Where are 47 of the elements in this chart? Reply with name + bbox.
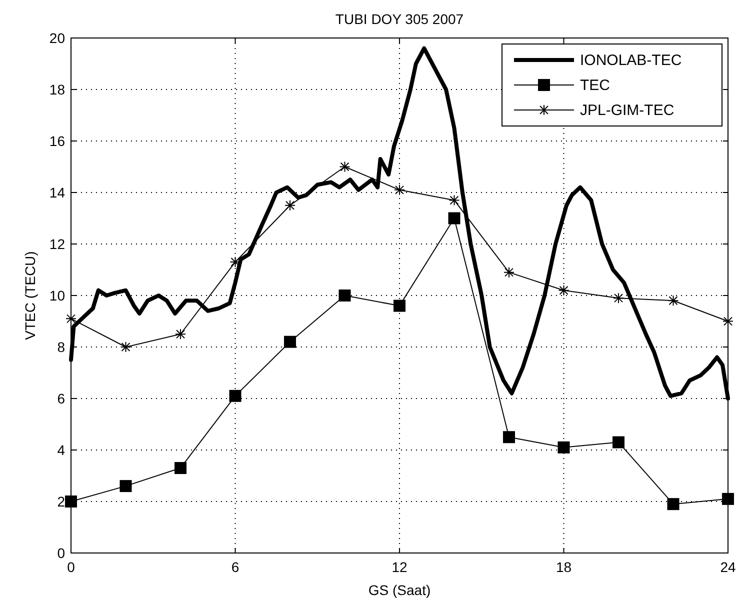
- y-tick-label: 4: [57, 442, 66, 458]
- chart-title: TUBI DOY 305 2007: [335, 11, 464, 27]
- y-tick-label: 2: [57, 494, 66, 510]
- point: [558, 284, 570, 296]
- legend-label: TEC: [580, 77, 610, 94]
- point: [394, 300, 406, 312]
- point: [722, 316, 734, 327]
- y-tick-label: 16: [49, 133, 66, 149]
- point: [284, 200, 296, 211]
- point: [503, 431, 515, 444]
- point: [613, 292, 624, 304]
- y-tick-label: 14: [49, 184, 66, 200]
- point: [174, 462, 186, 474]
- point: [612, 436, 624, 448]
- x-tick-label: 24: [720, 559, 736, 575]
- point: [65, 496, 77, 508]
- y-axis-title: VTEC (TECU): [22, 251, 38, 340]
- y-tick-label: 12: [49, 236, 66, 252]
- x-tick-label: 0: [67, 559, 76, 575]
- y-tick-label: 10: [49, 288, 66, 304]
- point: [120, 342, 132, 352]
- y-tick-label: 8: [57, 339, 66, 355]
- y-tick-label: 18: [49, 82, 66, 98]
- point: [394, 184, 405, 196]
- point: [339, 161, 350, 172]
- point: [66, 313, 76, 324]
- point: [338, 290, 351, 302]
- point: [558, 441, 570, 454]
- point: [284, 336, 296, 348]
- point: [667, 498, 680, 510]
- point: [668, 295, 679, 306]
- point: [175, 328, 186, 340]
- point: [722, 492, 734, 505]
- point: [448, 212, 460, 224]
- y-tick-label: 6: [57, 390, 66, 406]
- x-tick-label: 18: [556, 559, 572, 575]
- point: [229, 390, 242, 402]
- y-tick-label: 0: [57, 545, 66, 561]
- y-tick-label: 20: [49, 30, 66, 46]
- point: [504, 266, 514, 278]
- legend-label: IONOLAB-TEC: [580, 52, 682, 69]
- point: [448, 194, 460, 206]
- x-tick-label: 6: [231, 559, 240, 575]
- point: [120, 480, 132, 492]
- x-axis-title: GS (Saat): [368, 582, 431, 598]
- legend-label: JPL-GIM-TEC: [580, 102, 674, 119]
- x-tick-label: 12: [392, 559, 408, 575]
